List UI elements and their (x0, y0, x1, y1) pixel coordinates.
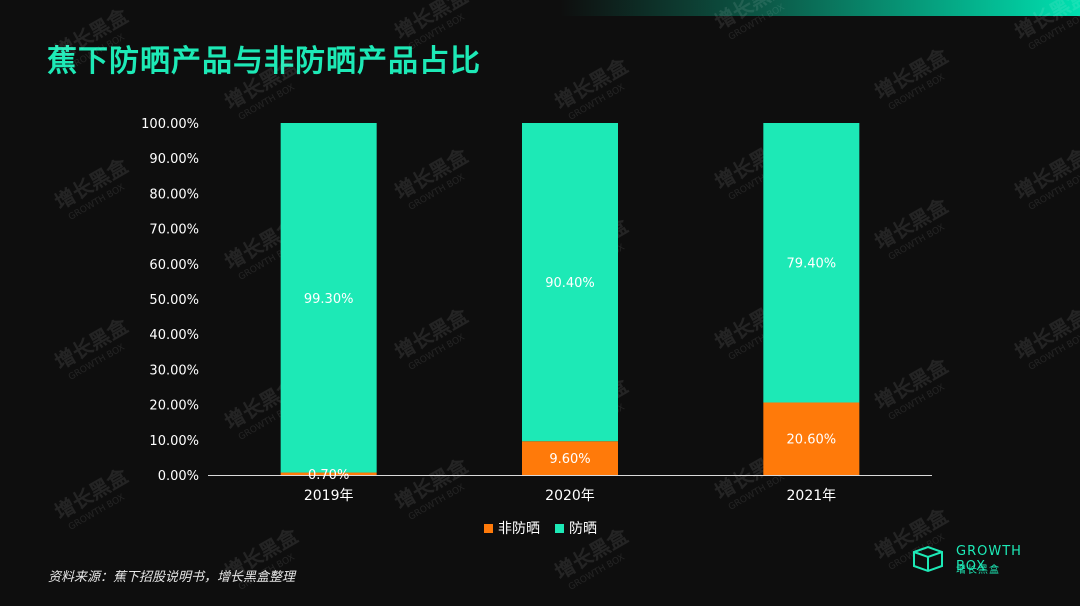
data-label-non-protect: 0.70% (308, 468, 349, 483)
y-tick-label: 10.00% (149, 434, 199, 449)
bar-segment-protect (763, 123, 860, 403)
y-tick-label: 60.00% (149, 258, 199, 273)
legend-swatch (555, 524, 564, 533)
bar-segment-non-protect (280, 472, 377, 475)
data-label-protect: 79.40% (787, 257, 837, 272)
y-tick-label: 80.00% (149, 187, 199, 202)
legend-swatch (484, 524, 493, 533)
x-tick-label: 2021年 (787, 488, 837, 504)
brand-subtitle: 增长黑盒 (956, 565, 1000, 576)
x-tick-label: 2019年 (304, 488, 354, 504)
y-tick-label: 30.00% (149, 363, 199, 378)
data-label-protect: 90.40% (545, 276, 595, 291)
data-label-non-protect: 20.60% (787, 433, 837, 448)
legend-label: 防晒 (569, 521, 597, 537)
y-tick-label: 0.00% (158, 469, 199, 484)
page-title: 蕉下防晒产品与非防晒产品占比 (47, 44, 481, 79)
bar-segment-non-protect (522, 441, 618, 475)
top-accent-bar (560, 0, 1080, 16)
y-tick-label: 40.00% (149, 328, 199, 343)
y-tick-label: 90.00% (149, 152, 199, 167)
y-tick-label: 100.00% (141, 117, 199, 132)
data-label-protect: 99.30% (304, 292, 354, 307)
source-note: 资料来源：蕉下招股说明书，增长黑盒整理 (48, 570, 296, 585)
y-tick-label: 20.00% (149, 399, 199, 414)
bar-segment-protect (280, 123, 377, 473)
y-tick-label: 50.00% (149, 293, 199, 308)
brand-logo: GROWTH BOX 增长黑盒 (910, 542, 1050, 578)
brand-name: GROWTH BOX (956, 544, 1022, 574)
x-tick-label: 2020年 (545, 488, 595, 504)
box-icon (913, 545, 943, 573)
bar-segment-non-protect (763, 402, 860, 475)
y-tick-label: 70.00% (149, 223, 199, 238)
bar-segment-protect (522, 123, 618, 442)
legend-label: 非防晒 (498, 521, 540, 537)
data-label-non-protect: 9.60% (549, 452, 590, 467)
